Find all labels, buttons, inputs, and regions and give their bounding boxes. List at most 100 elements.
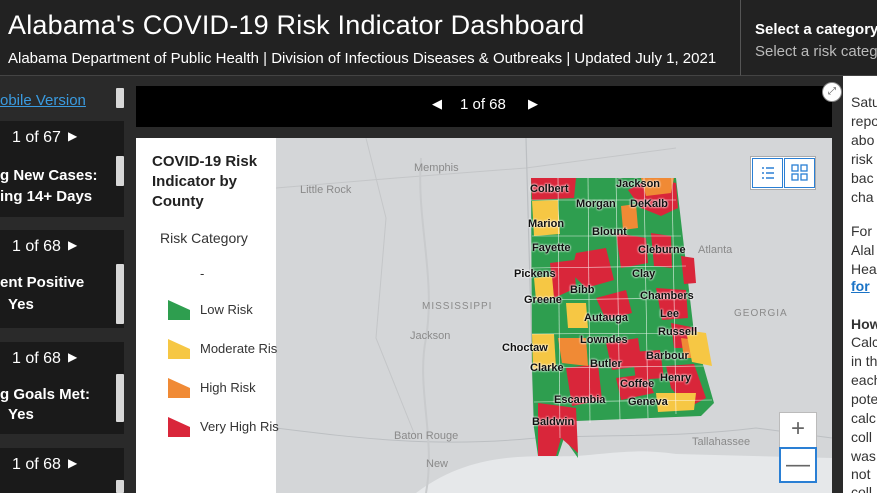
legend-category: Risk Category	[160, 230, 248, 246]
card-page-count: 1 of 67	[12, 129, 61, 146]
scrollbar[interactable]	[116, 374, 124, 422]
county-label: Autauga	[584, 312, 628, 324]
card-value: Yes	[8, 406, 34, 423]
info-heading: How	[851, 316, 877, 332]
map-place-label: Jackson	[410, 330, 451, 342]
next-arrow-icon[interactable]: ▶	[68, 238, 78, 252]
info-panel: Satu repo abo risk bac cha For Alal Hea …	[843, 76, 877, 493]
map-place-label: GEORGIA	[734, 308, 788, 319]
county-label: Morgan	[576, 198, 616, 210]
card-value: Yes	[8, 296, 34, 313]
county-label: DeKalb	[630, 198, 668, 210]
map-place-label: Tallahassee	[692, 436, 751, 448]
alabama-county-map[interactable]	[276, 138, 832, 493]
expand-icon[interactable]: ⤢	[822, 82, 842, 102]
county-label: Geneva	[628, 396, 668, 408]
legend-item-high: High Risk	[168, 378, 318, 398]
info-text: Hea	[851, 261, 877, 277]
legend-swatch	[168, 378, 190, 398]
info-text: each	[851, 372, 877, 388]
legend-label: Very High Ris	[200, 419, 279, 434]
basemap-gallery-button[interactable]	[784, 158, 815, 188]
legend-list-button[interactable]	[752, 158, 783, 188]
county-label: Fayette	[532, 242, 571, 254]
card-label-2: ing 14+ Days	[0, 188, 93, 205]
basemap[interactable]	[275, 138, 832, 493]
info-text: not	[851, 466, 871, 482]
mobile-version-link[interactable]: obile Version	[0, 92, 86, 109]
map-place-label: MISSISSIPPI	[422, 301, 493, 312]
card-pager[interactable]: 1 of 68 ▶	[0, 448, 124, 482]
card-pager[interactable]: 1 of 68 ▶	[0, 342, 124, 376]
county-label: Choctaw	[502, 342, 548, 354]
scrollbar[interactable]	[116, 156, 124, 186]
info-text: pote	[851, 391, 877, 407]
category-dropdown[interactable]: Select a risk categ	[755, 43, 877, 60]
page-subtitle: Alabama Department of Public Health | Di…	[8, 50, 717, 67]
map-place-label: Little Rock	[300, 184, 352, 196]
card-label: g Goals Met:	[0, 386, 91, 403]
scrollbar[interactable]	[116, 88, 124, 108]
info-text: abo	[851, 132, 875, 148]
info-text: in th	[851, 353, 877, 369]
info-text: coll	[851, 484, 873, 493]
map-place-label: Atlanta	[698, 244, 733, 256]
county-label: Lowndes	[580, 334, 628, 346]
info-text: calc	[851, 410, 876, 426]
dashboard-header: Alabama's COVID-19 Risk Indicator Dashbo…	[0, 0, 740, 76]
next-arrow-icon[interactable]: ▶	[68, 129, 78, 143]
info-link[interactable]: for	[851, 278, 870, 294]
map-page-count: 1 of 68	[460, 96, 506, 113]
card-pager[interactable]: 1 of 67 ▶	[0, 121, 124, 155]
indicator-column: obile Version 1 of 67 ▶ g New Cases: ing…	[0, 76, 132, 493]
legend-item-low: Low Risk	[168, 300, 318, 320]
next-arrow-icon[interactable]: ▶	[68, 350, 78, 364]
category-title: Select a category	[755, 21, 877, 38]
info-text: coll	[851, 429, 873, 445]
county-label: Escambia	[554, 394, 606, 406]
info-text: For	[851, 223, 872, 239]
next-arrow-icon[interactable]: ▶	[528, 96, 538, 111]
zoom-in-button[interactable]: +	[779, 412, 817, 448]
next-arrow-icon[interactable]: ▶	[68, 456, 78, 470]
scrollbar[interactable]	[116, 264, 124, 324]
info-text: repo	[851, 113, 877, 129]
card-label: g New Cases:	[0, 167, 98, 184]
legend-title: COVID-19 Risk Indicator by County	[152, 153, 258, 210]
indicator-card: 1 of 68 ▶	[0, 448, 124, 493]
basemap-gallery-icon	[791, 164, 808, 181]
county-label: Lee	[660, 308, 679, 320]
indicator-card: 1 of 67 ▶ g New Cases: ing 14+ Days	[0, 121, 124, 217]
indicator-card: 1 of 68 ▶ g Goals Met: Yes	[0, 342, 124, 434]
page-title: Alabama's COVID-19 Risk Indicator Dashbo…	[8, 10, 585, 40]
info-text: Calc	[851, 334, 877, 350]
legend-dash: -	[200, 266, 205, 281]
card-pager[interactable]: 1 of 68 ▶	[0, 230, 124, 264]
info-text: cha	[851, 189, 874, 205]
scrollbar[interactable]	[116, 480, 124, 493]
category-selector[interactable]: Select a category Select a risk categ	[740, 0, 877, 76]
map-view-toggle	[750, 156, 816, 190]
county-label: Barbour	[646, 350, 689, 362]
info-text: was	[851, 448, 876, 464]
legend-swatch	[168, 300, 190, 320]
card-page-count: 1 of 68	[12, 456, 61, 473]
list-icon	[762, 167, 774, 179]
legend-label: Moderate Ris	[200, 341, 278, 356]
county-label: Clay	[632, 268, 656, 280]
county-label: Russell	[658, 326, 698, 338]
indicator-card: 1 of 68 ▶ ent Positive Yes	[0, 230, 124, 328]
map-place-label: Memphis	[414, 162, 459, 174]
info-text: bac	[851, 170, 874, 186]
county-label: Chambers	[640, 290, 694, 302]
legend-item-moderate: Moderate Ris	[168, 339, 318, 359]
county-label: Clarke	[530, 362, 564, 374]
county-label: Butler	[590, 358, 622, 370]
legend-label: High Risk	[200, 380, 256, 395]
county-label: Greene	[524, 294, 562, 306]
prev-arrow-icon[interactable]: ◀	[432, 96, 442, 111]
zoom-out-button[interactable]: —	[779, 447, 817, 483]
card-page-count: 1 of 68	[12, 238, 61, 255]
map-panel: Little Rock Memphis MISSISSIPPI Jackson …	[136, 138, 832, 493]
legend-swatch	[168, 417, 190, 437]
